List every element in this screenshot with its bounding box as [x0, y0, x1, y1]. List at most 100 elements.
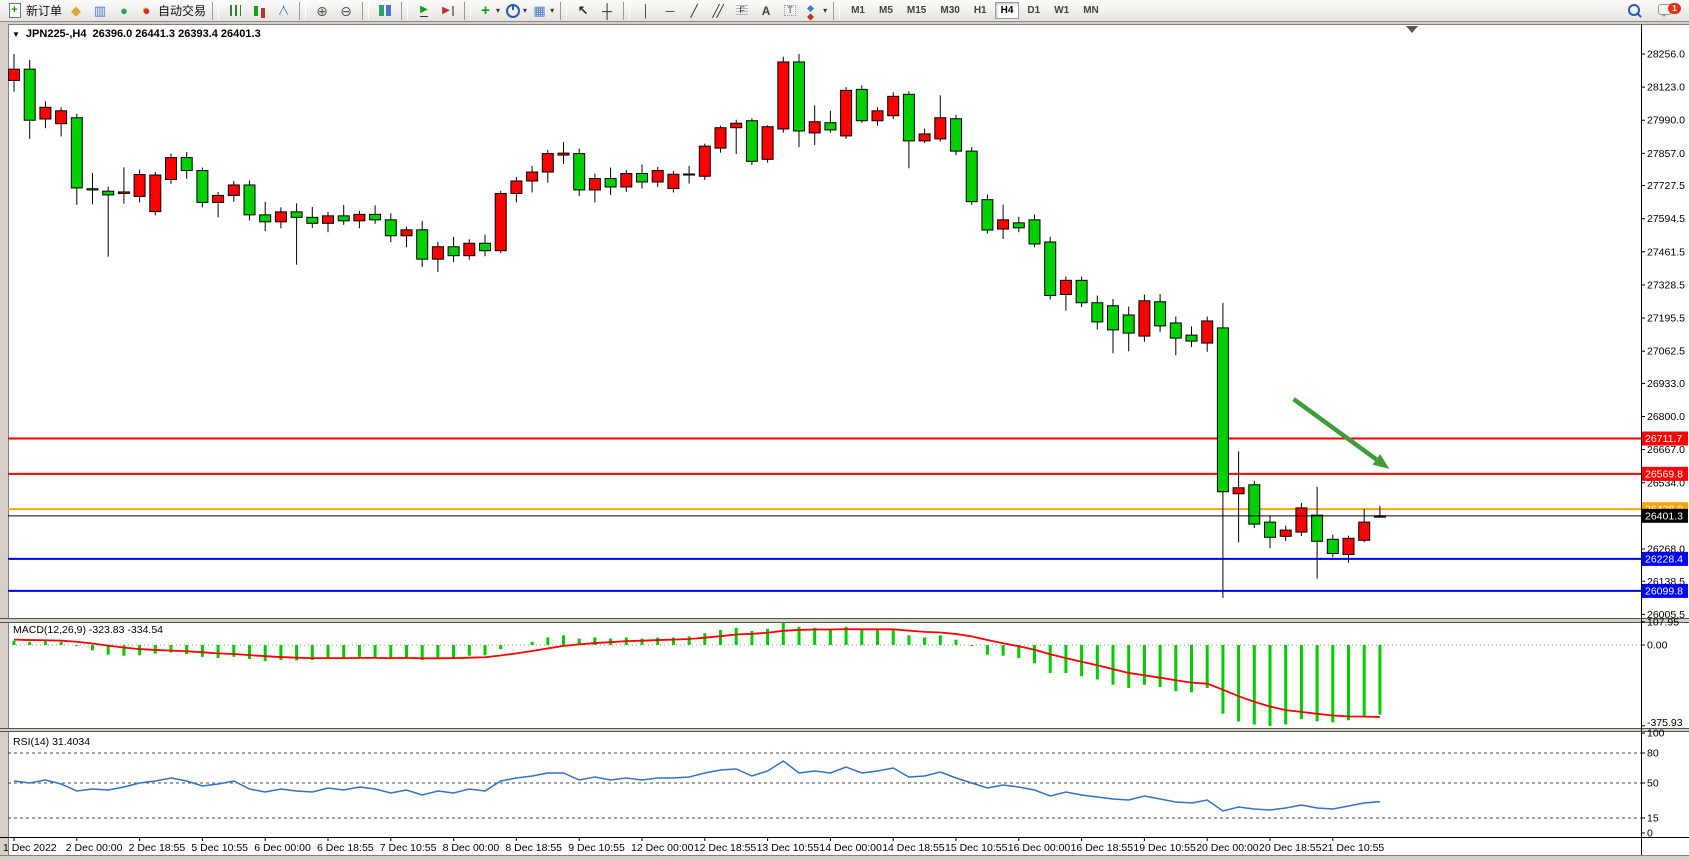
timeframe-button-m30[interactable]: M30	[940, 5, 960, 16]
rsi-line	[13, 760, 1380, 812]
candle	[243, 184, 256, 216]
price-chart[interactable]: MACD(12,26,9) -323.83 -334.54 RSI(14) 31.…	[0, 22, 1689, 860]
search-button[interactable]	[1623, 1, 1647, 21]
candle	[620, 173, 633, 188]
line-chart-button[interactable]	[271, 1, 295, 21]
macd-axis-label: 0.00	[1647, 640, 1668, 652]
candle	[934, 117, 947, 140]
candle	[887, 95, 900, 117]
candle	[1326, 538, 1339, 554]
macd-indicator-label: MACD(12,26,9) -323.83 -334.54	[13, 624, 163, 636]
toolbar: 新订单 自动交易 ▾ ▾ ▾ ▾ M1 M5 M15 M30 H1 H4 D1 W1 MN 1	[0, 0, 1689, 22]
price-axis-label: 27594.5	[1647, 213, 1685, 225]
zoom-in-button[interactable]	[310, 1, 334, 21]
candle	[557, 152, 570, 156]
cursor-button[interactable]	[571, 1, 595, 21]
autotrade-icon	[138, 2, 155, 19]
quotes-button[interactable]	[64, 1, 88, 21]
candle	[1154, 301, 1167, 327]
time-axis-label: 14 Dec 18:55	[882, 842, 945, 854]
navigator-icon	[116, 2, 133, 19]
toolbar-separator	[623, 1, 631, 20]
time-axis-label: 6 Dec 00:00	[254, 842, 311, 854]
arrow-annotation-shaft[interactable]	[1292, 397, 1378, 462]
rsi-axis-label: 0	[1647, 828, 1653, 840]
templates-button[interactable]: ▾	[529, 1, 556, 21]
candle	[23, 68, 36, 121]
timeframe-button-w1[interactable]: W1	[1054, 5, 1070, 16]
timeframe-button-h4[interactable]: H4	[994, 2, 1020, 19]
candle	[1201, 320, 1214, 344]
crosshair-button[interactable]	[595, 1, 619, 21]
chart-shift-marker[interactable]	[1406, 26, 1418, 33]
timeframe-button-mn[interactable]: MN	[1083, 5, 1099, 16]
text-button[interactable]	[754, 1, 778, 21]
candle	[714, 127, 727, 149]
indicators-button[interactable]: ▾	[475, 1, 502, 21]
autotrade-button[interactable]: 自动交易	[136, 1, 208, 21]
dropdown-arrow-icon[interactable]: ▾	[496, 6, 501, 15]
toolbar-separator	[299, 1, 307, 20]
bar-chart-button[interactable]	[223, 1, 247, 21]
candlestick-chart-button[interactable]	[247, 1, 271, 21]
horizontal-line-icon	[662, 2, 679, 19]
dropdown-arrow-icon[interactable]: ▾	[523, 6, 528, 15]
chart-menu-icon[interactable]: ▼	[12, 29, 20, 39]
hline-price-badge	[1642, 466, 1688, 481]
timeframe-button-m15[interactable]: M15	[906, 5, 927, 16]
candle	[981, 199, 994, 231]
vertical-line-button[interactable]	[634, 1, 658, 21]
candle	[180, 157, 193, 172]
candle	[494, 192, 507, 252]
text-label-button[interactable]	[778, 1, 802, 21]
price-axis-label: 26800.0	[1647, 411, 1685, 423]
fibonacci-button[interactable]	[730, 1, 754, 21]
trendline-button[interactable]	[682, 1, 706, 21]
new-order-button[interactable]: 新订单	[4, 1, 64, 21]
candle	[259, 214, 272, 223]
candle	[793, 61, 805, 132]
time-axis-label: 20 Dec 18:55	[1259, 842, 1322, 854]
pane-separator[interactable]	[0, 729, 1689, 731]
vertical-line-icon	[638, 2, 655, 19]
chart-shift-button[interactable]	[436, 1, 460, 21]
navigator-button[interactable]	[112, 1, 136, 21]
time-axis-label: 2 Dec 00:00	[66, 842, 123, 854]
timeframe-button-m1[interactable]: M1	[851, 5, 865, 16]
candle	[149, 174, 162, 213]
horizontal-line-button[interactable]	[658, 1, 682, 21]
candle	[950, 118, 962, 152]
candle	[463, 242, 476, 257]
dropdown-arrow-icon[interactable]: ▾	[823, 6, 828, 15]
zoom-out-icon	[338, 2, 355, 19]
candle	[1028, 219, 1041, 245]
macd-axis-label: -375.93	[1647, 717, 1683, 729]
dropdown-arrow-icon[interactable]: ▾	[550, 6, 555, 15]
pane-separator[interactable]	[0, 619, 1689, 622]
time-axis-label: 20 Dec 00:00	[1196, 842, 1259, 854]
hline-price-badge	[1642, 551, 1688, 566]
candle	[1169, 322, 1182, 339]
market-watch-button[interactable]	[88, 1, 112, 21]
tile-windows-button[interactable]	[373, 1, 397, 21]
auto-scroll-button[interactable]	[412, 1, 436, 21]
candle	[1044, 241, 1057, 297]
arrow-annotation-head[interactable]	[1372, 454, 1390, 469]
cursor-icon	[575, 2, 592, 19]
timeframe-button-h1[interactable]: H1	[973, 5, 987, 16]
periods-button[interactable]: ▾	[502, 1, 529, 21]
time-axis-label: 21 Dec 10:55	[1322, 842, 1385, 854]
timeframe-button-d1[interactable]: D1	[1027, 5, 1041, 16]
zoom-out-button[interactable]	[334, 1, 358, 21]
candle	[636, 173, 648, 183]
notification-badge: 1	[1668, 2, 1681, 14]
chart-window[interactable]: MACD(12,26,9) -323.83 -334.54 RSI(14) 31.…	[0, 22, 1689, 860]
channel-button[interactable]	[706, 1, 730, 21]
hline-price-badge-label: 26099.8	[1645, 585, 1683, 597]
community-button[interactable]: 1	[1655, 1, 1681, 21]
arrows-button[interactable]: ▾	[802, 1, 829, 21]
timeframe-button-m5[interactable]: M5	[879, 5, 893, 16]
time-axis-label: 5 Dec 10:55	[191, 842, 248, 854]
candle	[369, 213, 382, 221]
candlestick-chart-icon	[251, 2, 268, 19]
